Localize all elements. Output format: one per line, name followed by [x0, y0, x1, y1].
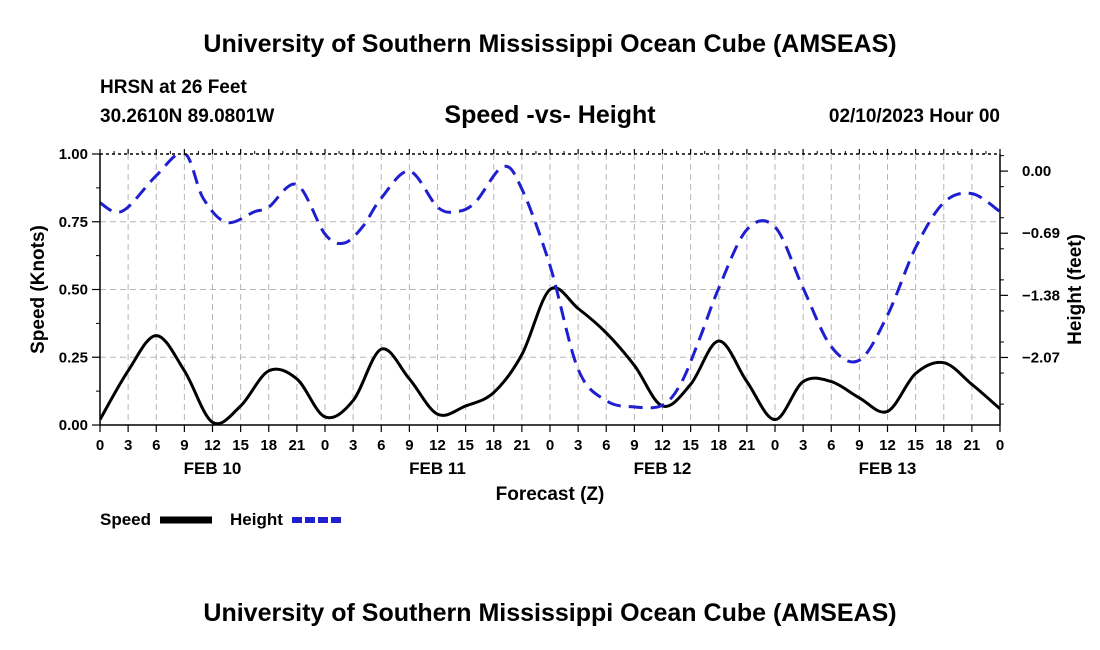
x-tick-label: 6	[152, 437, 160, 454]
y-tick-label: 0.75	[59, 214, 88, 231]
x-tick-label: 18	[260, 437, 277, 454]
y2-tick-label: −2.07	[1022, 349, 1060, 366]
y-tick-label: 0.50	[59, 282, 88, 299]
x-tick-label: 0	[546, 437, 554, 454]
x-axis-title: Forecast (Z)	[496, 484, 605, 505]
x-tick-label: 12	[654, 437, 671, 454]
speed-height-chart: 0 3 6 9 12 15 18 21 0 3 6 9 12 15 18 21 0 3 6 9 12 15 18 21 0 3 6 9…	[28, 146, 1086, 529]
day-label: FEB 11	[409, 459, 466, 478]
x-tick-label: 12	[429, 437, 446, 454]
chart-title: Speed -vs- Height	[444, 101, 656, 129]
x-tick-label: 18	[935, 437, 952, 454]
x-tick-label: 15	[907, 437, 924, 454]
y-axis-title: Speed (Knots)	[28, 225, 49, 354]
x-tick-label: 18	[710, 437, 727, 454]
y-tick-label: 0.25	[59, 349, 88, 366]
x-tick-label: 21	[739, 437, 756, 454]
day-label: FEB 10	[184, 459, 242, 478]
x-tick-label: 9	[180, 437, 188, 454]
x-tick-label: 15	[682, 437, 699, 454]
x-tick-label: 12	[204, 437, 221, 454]
y-tick-label: 1.00	[59, 146, 88, 163]
x-tick-label: 18	[485, 437, 502, 454]
x-tick-label: 21	[964, 437, 981, 454]
coordinates-label: 30.2610N 89.0801W	[100, 106, 275, 127]
x-tick-label: 3	[124, 437, 132, 454]
bottom-title: University of Southern Mississippi Ocean…	[203, 599, 897, 627]
x-tick-label: 9	[630, 437, 638, 454]
x-tick-label: 9	[855, 437, 863, 454]
y2-tick-label: −0.69	[1022, 225, 1060, 242]
x-tick-label: 0	[771, 437, 779, 454]
x-tick-label: 21	[514, 437, 531, 454]
forecast-datetime: 02/10/2023 Hour 00	[828, 106, 1000, 127]
x-tick-label: 3	[574, 437, 582, 454]
height-series-line	[100, 154, 1000, 410]
x-tick-label: 6	[602, 437, 610, 454]
x-tick-label: 0	[996, 437, 1004, 454]
x-tick-label: 9	[405, 437, 413, 454]
y-tick-label: 0.00	[59, 417, 88, 434]
top-title: University of Southern Mississippi Ocean…	[203, 30, 897, 58]
y2-tick-label: −1.38	[1022, 287, 1060, 304]
x-tick-label: 12	[879, 437, 896, 454]
day-label: FEB 12	[634, 459, 692, 478]
day-label: FEB 13	[859, 459, 917, 478]
speed-series-line	[100, 286, 1000, 425]
x-tick-label: 3	[349, 437, 357, 454]
legend-height-label: Height	[230, 510, 283, 529]
x-tick-label: 0	[96, 437, 104, 454]
x-tick-label: 15	[232, 437, 249, 454]
x-tick-label: 3	[799, 437, 807, 454]
x-tick-label: 21	[289, 437, 306, 454]
x-tick-label: 6	[377, 437, 385, 454]
y2-axis-title: Height (feet)	[1065, 234, 1086, 345]
y2-tick-label: 0.00	[1022, 163, 1051, 180]
x-tick-label: 0	[321, 437, 329, 454]
legend-speed-label: Speed	[100, 510, 151, 529]
x-tick-label: 15	[457, 437, 474, 454]
station-label: HRSN at 26 Feet	[100, 77, 247, 98]
x-tick-label: 6	[827, 437, 835, 454]
